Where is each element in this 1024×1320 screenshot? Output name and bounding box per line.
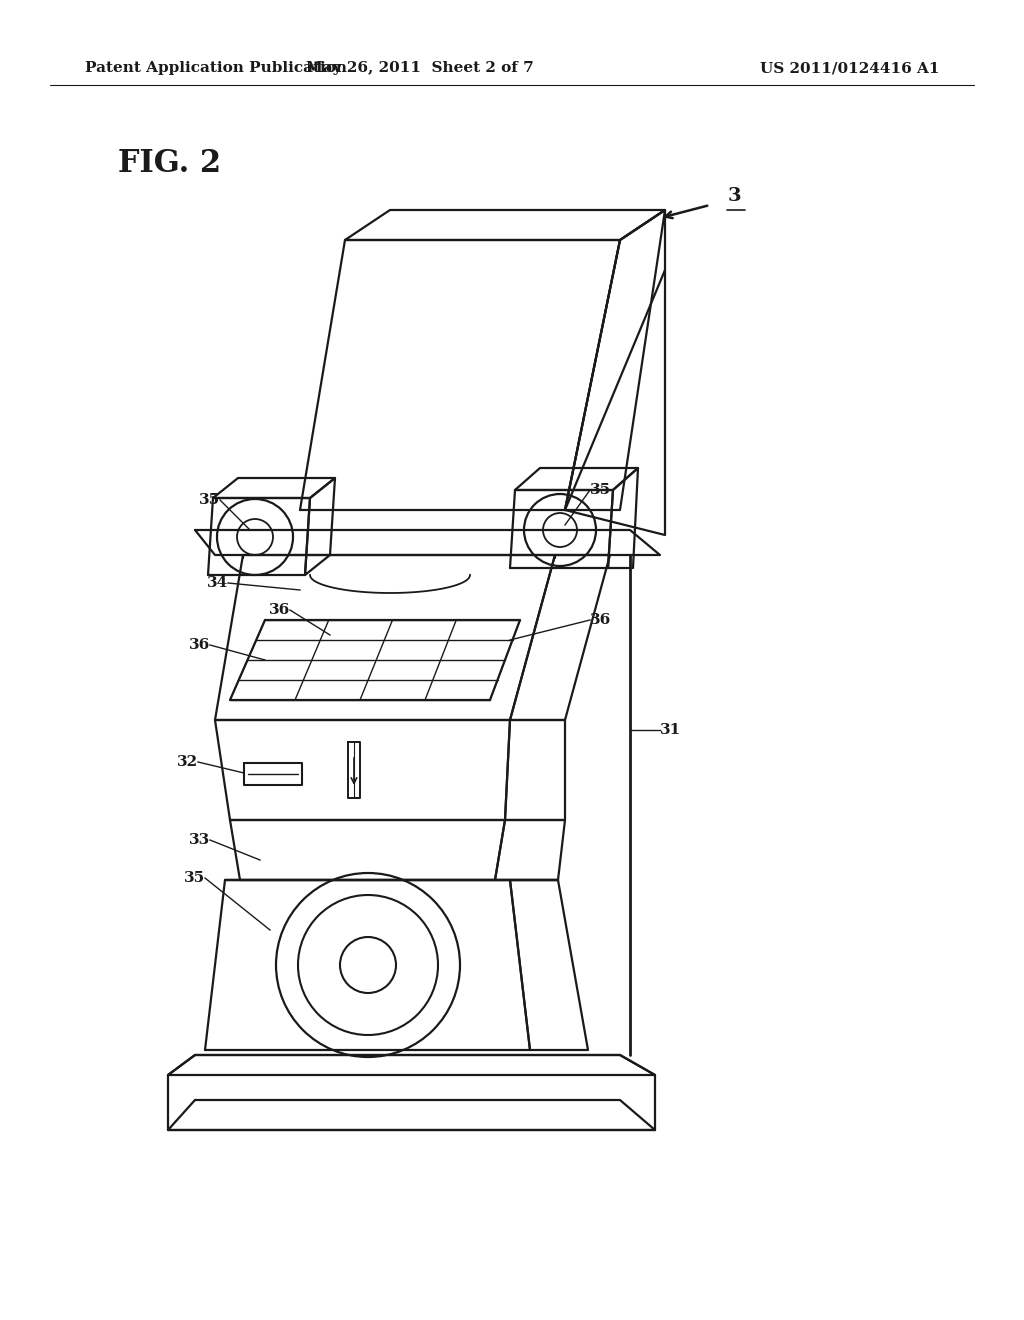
Text: 35: 35 — [590, 483, 611, 498]
Text: 36: 36 — [590, 612, 611, 627]
Text: 34: 34 — [207, 576, 228, 590]
Text: Patent Application Publication: Patent Application Publication — [85, 61, 347, 75]
Text: 36: 36 — [268, 603, 290, 616]
Text: 36: 36 — [188, 638, 210, 652]
Text: 35: 35 — [184, 871, 205, 884]
Text: 32: 32 — [177, 755, 198, 770]
Text: May 26, 2011  Sheet 2 of 7: May 26, 2011 Sheet 2 of 7 — [306, 61, 534, 75]
Text: 35: 35 — [199, 492, 220, 507]
Text: 33: 33 — [188, 833, 210, 847]
Text: 3: 3 — [728, 187, 741, 205]
Text: US 2011/0124416 A1: US 2011/0124416 A1 — [761, 61, 940, 75]
Text: FIG. 2: FIG. 2 — [118, 148, 221, 180]
Text: 31: 31 — [660, 723, 681, 737]
